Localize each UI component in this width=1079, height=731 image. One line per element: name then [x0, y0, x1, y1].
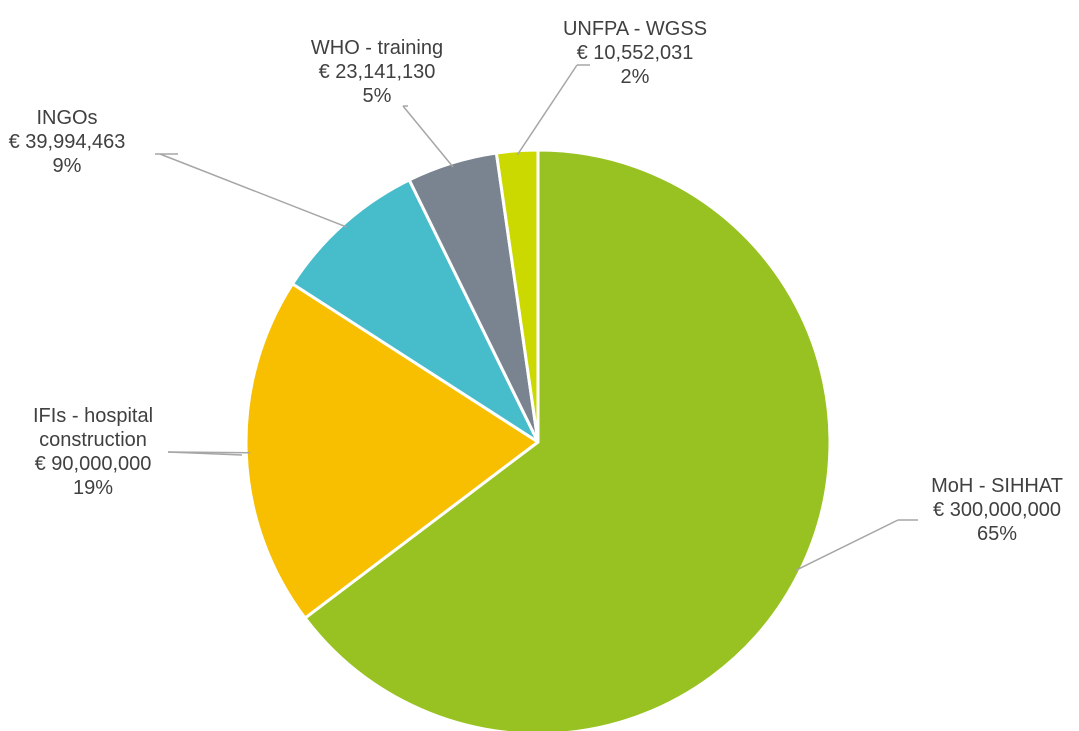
pie-slice-ingos	[291, 178, 540, 444]
slice-name-moh-sihhat: MoH - SIHHAT	[931, 475, 1063, 497]
slice-name-who-training: WHO - training	[310, 37, 444, 59]
slice-name-ifis-line1: IFIs - hospital	[32, 405, 154, 427]
slice-value-ingos: € 39,994,463	[8, 131, 126, 153]
slice-value-who-training: € 23,141,130	[318, 61, 436, 83]
leader-line-ingos	[159, 153, 347, 228]
leader-line-who-training	[402, 105, 454, 168]
pie-slice-moh-sihhat	[303, 148, 832, 731]
slice-name-ifis-line2: construction	[39, 429, 147, 451]
slice-name-ingos: INGOs	[36, 107, 98, 129]
slice-value-moh-sihhat: € 300,000,000	[933, 499, 1061, 521]
slice-value-unfpa-wgss: € 10,552,031	[576, 42, 694, 64]
leader-tail-ifis	[167, 451, 243, 456]
slice-percent-moh-sihhat: 65%	[976, 523, 1018, 545]
slice-percent-ifis: 19%	[72, 477, 114, 499]
slice-label-moh-sihhat: MoH - SIHHAT € 300,000,000 65%	[931, 474, 1063, 546]
leader-line-moh-sihhat	[795, 519, 899, 571]
slice-name-unfpa-wgss: UNFPA - WGSS	[562, 18, 708, 40]
slice-percent-unfpa-wgss: 2%	[620, 66, 650, 88]
leader-lines	[155, 64, 918, 571]
slice-label-who-training: WHO - training € 23,141,130 5%	[311, 36, 443, 108]
leader-line-unfpa-wgss	[516, 64, 578, 156]
slice-value-ifis: € 90,000,000	[34, 453, 152, 475]
slice-label-ingos: INGOs € 39,994,463 9%	[9, 106, 126, 178]
slice-label-unfpa-wgss: UNFPA - WGSS € 10,552,031 2%	[563, 17, 707, 89]
slice-label-ifis-hospital-construction: IFIs - hospital construction € 90,000,00…	[33, 404, 153, 500]
pie-slices	[244, 148, 832, 731]
slice-percent-who-training: 5%	[362, 85, 392, 107]
pie-slice-unfpa-wgss	[494, 148, 540, 444]
slice-percent-ingos: 9%	[52, 155, 82, 177]
